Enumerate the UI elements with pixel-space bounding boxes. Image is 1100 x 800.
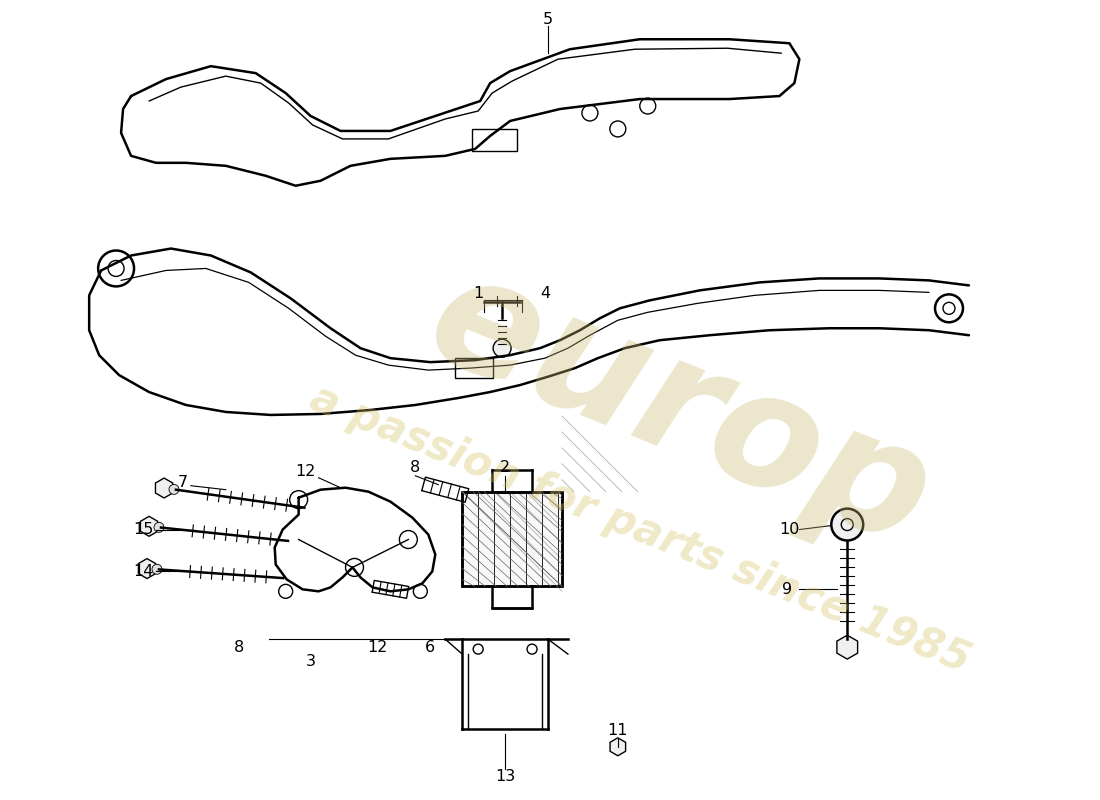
Text: 10: 10 (779, 522, 800, 537)
Text: 4: 4 (540, 286, 550, 301)
Text: 8: 8 (233, 640, 244, 654)
Circle shape (154, 522, 164, 532)
Bar (472, 129, 517, 151)
Polygon shape (155, 478, 173, 498)
Text: a passion for parts since 1985: a passion for parts since 1985 (304, 378, 976, 682)
Text: 12: 12 (367, 640, 387, 654)
Text: 13: 13 (495, 769, 515, 784)
Polygon shape (139, 558, 156, 578)
Polygon shape (141, 516, 157, 536)
Text: 5: 5 (543, 12, 553, 27)
Circle shape (493, 339, 512, 357)
Circle shape (169, 485, 179, 494)
Bar (462, 492, 562, 586)
Text: 15: 15 (133, 522, 153, 537)
Text: 14: 14 (133, 564, 153, 579)
Polygon shape (837, 635, 858, 659)
Text: 9: 9 (782, 582, 792, 597)
Polygon shape (610, 738, 626, 756)
Text: 6: 6 (426, 640, 436, 654)
Text: 7: 7 (178, 475, 188, 490)
Circle shape (152, 564, 162, 574)
Text: europ: europ (407, 240, 953, 580)
Text: 3: 3 (306, 654, 316, 669)
Text: 2: 2 (500, 460, 510, 475)
Circle shape (832, 509, 864, 541)
Text: 11: 11 (607, 723, 628, 738)
Bar (462, 492, 562, 586)
Bar (455, 358, 493, 378)
Text: 8: 8 (410, 460, 420, 475)
Text: 1: 1 (473, 286, 483, 301)
Text: 12: 12 (296, 464, 316, 479)
